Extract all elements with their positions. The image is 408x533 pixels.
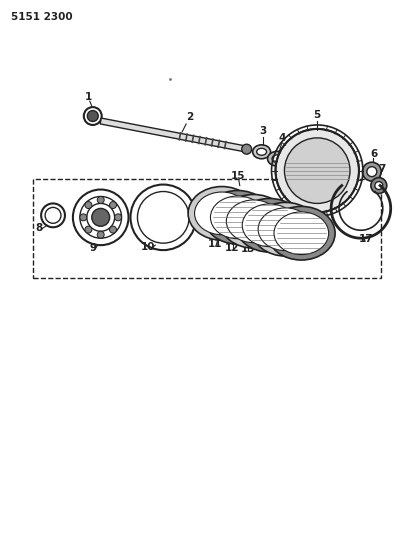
Text: 13: 13 <box>240 244 255 254</box>
Text: 2: 2 <box>186 112 194 122</box>
Circle shape <box>97 231 104 238</box>
Ellipse shape <box>211 196 265 239</box>
Circle shape <box>375 182 383 190</box>
Text: 8: 8 <box>35 223 43 233</box>
Ellipse shape <box>257 148 266 155</box>
Text: 14: 14 <box>260 241 275 251</box>
Text: 11: 11 <box>208 239 222 249</box>
Bar <box>33 179 381 278</box>
Ellipse shape <box>242 204 297 247</box>
Ellipse shape <box>226 200 281 243</box>
Circle shape <box>362 162 381 181</box>
Ellipse shape <box>195 192 249 235</box>
Circle shape <box>109 226 116 233</box>
Ellipse shape <box>268 206 335 260</box>
Ellipse shape <box>252 203 319 256</box>
Circle shape <box>275 129 359 212</box>
Text: 1: 1 <box>85 92 93 102</box>
Ellipse shape <box>274 212 329 255</box>
Text: 3: 3 <box>259 126 266 136</box>
Ellipse shape <box>272 155 283 163</box>
Circle shape <box>109 201 116 208</box>
Text: 12: 12 <box>224 243 239 253</box>
Ellipse shape <box>253 145 271 159</box>
Ellipse shape <box>204 190 272 244</box>
Text: 4: 4 <box>279 133 286 143</box>
Text: 17: 17 <box>359 234 373 244</box>
Circle shape <box>80 214 87 221</box>
Ellipse shape <box>236 198 303 252</box>
Ellipse shape <box>220 195 287 248</box>
Ellipse shape <box>268 151 287 166</box>
Circle shape <box>115 214 122 221</box>
Text: 5151 2300: 5151 2300 <box>11 12 73 22</box>
Circle shape <box>371 177 387 193</box>
Text: 5: 5 <box>314 110 321 120</box>
Ellipse shape <box>188 187 256 240</box>
Circle shape <box>85 226 92 233</box>
Text: 15: 15 <box>231 171 245 181</box>
Circle shape <box>92 208 110 227</box>
Polygon shape <box>100 118 245 152</box>
Circle shape <box>367 167 377 176</box>
Text: 10: 10 <box>141 242 155 252</box>
Circle shape <box>97 197 104 204</box>
Text: 6: 6 <box>370 149 377 159</box>
Text: 7: 7 <box>378 164 386 174</box>
Circle shape <box>87 110 98 122</box>
Circle shape <box>242 144 252 154</box>
Text: 16: 16 <box>292 242 306 252</box>
Ellipse shape <box>258 208 313 251</box>
Circle shape <box>85 201 92 208</box>
Circle shape <box>284 138 350 204</box>
Text: 9: 9 <box>89 243 96 253</box>
